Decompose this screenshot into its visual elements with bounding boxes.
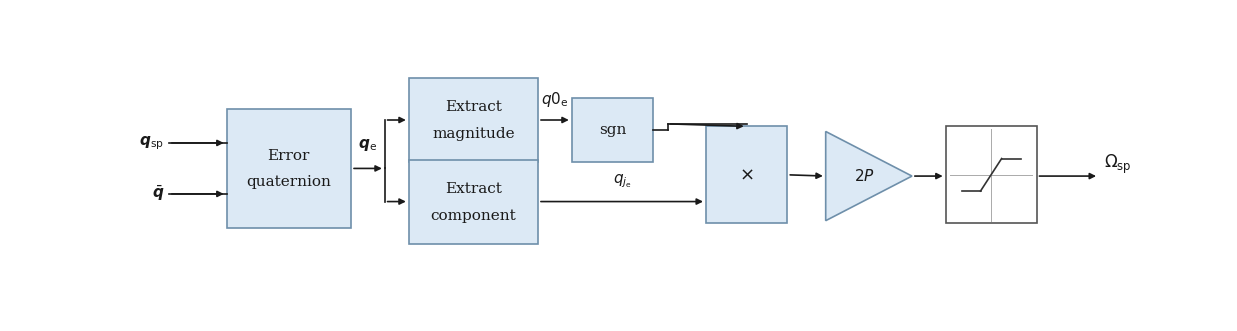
Text: Extract: Extract: [445, 182, 502, 196]
Text: Extract: Extract: [445, 100, 502, 114]
Text: Error: Error: [267, 149, 310, 163]
FancyBboxPatch shape: [408, 160, 538, 244]
Text: component: component: [430, 209, 516, 222]
Text: $\Omega_{\mathrm{sp}}$: $\Omega_{\mathrm{sp}}$: [1103, 153, 1132, 176]
Text: $\times$: $\times$: [740, 166, 753, 184]
FancyBboxPatch shape: [408, 78, 538, 162]
Text: $q_{j_\mathrm{e}}$: $q_{j_\mathrm{e}}$: [612, 172, 631, 190]
Text: magnitude: magnitude: [432, 127, 515, 141]
Text: quaternion: quaternion: [246, 175, 332, 189]
Polygon shape: [825, 131, 912, 221]
FancyBboxPatch shape: [945, 126, 1037, 223]
Text: $\bar{\boldsymbol{q}}$: $\bar{\boldsymbol{q}}$: [152, 184, 165, 204]
FancyBboxPatch shape: [571, 98, 653, 162]
Text: $q0_\mathrm{e}$: $q0_\mathrm{e}$: [541, 89, 569, 109]
FancyBboxPatch shape: [706, 126, 787, 223]
Text: $\boldsymbol{q}_{\mathrm{sp}}$: $\boldsymbol{q}_{\mathrm{sp}}$: [140, 134, 165, 152]
Text: $\boldsymbol{q}_{\mathrm{e}}$: $\boldsymbol{q}_{\mathrm{e}}$: [359, 137, 377, 153]
FancyBboxPatch shape: [226, 109, 351, 228]
Text: sgn: sgn: [599, 123, 626, 137]
Text: $2P$: $2P$: [854, 168, 875, 184]
